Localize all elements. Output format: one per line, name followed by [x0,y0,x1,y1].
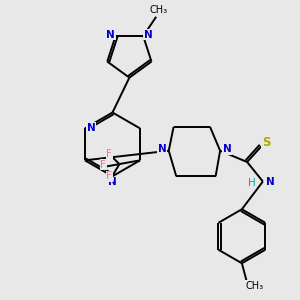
Text: N: N [143,30,152,40]
Text: S: S [262,136,270,149]
Text: N: N [158,144,166,154]
Text: F: F [106,148,112,159]
Text: N: N [108,177,117,187]
Text: N: N [266,177,274,187]
Text: H: H [248,178,255,188]
Text: CH₃: CH₃ [246,281,264,291]
Text: F: F [106,171,112,181]
Text: F: F [100,160,106,170]
Text: CH₃: CH₃ [150,5,168,15]
Text: N: N [106,30,115,40]
Text: N: N [223,144,231,154]
Text: N: N [86,123,95,133]
